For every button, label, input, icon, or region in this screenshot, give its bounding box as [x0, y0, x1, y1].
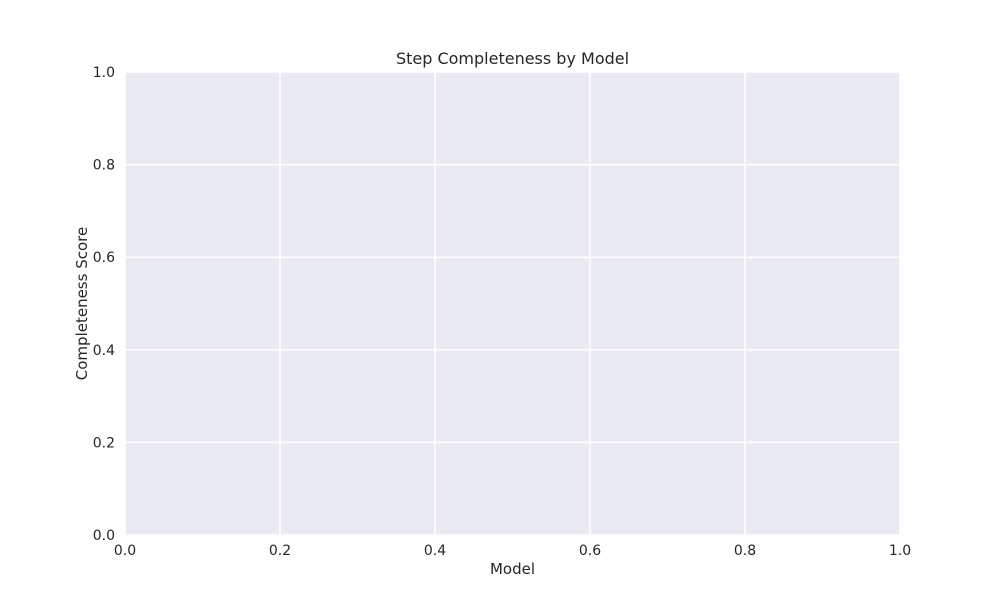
x-axis-label: Model [490, 560, 535, 578]
x-tick-label: 0.8 [734, 543, 756, 559]
x-tick-label: 1.0 [889, 543, 911, 559]
y-tick-label: 1.0 [93, 65, 115, 81]
x-tick-label: 0.2 [269, 543, 291, 559]
plot-area [125, 72, 900, 535]
y-tick-label: 0.2 [93, 435, 115, 451]
x-tick-label: 0.0 [114, 543, 136, 559]
y-tick-label: 0.0 [93, 528, 115, 544]
x-tick-label: 0.6 [579, 543, 601, 559]
vertical-gridlines [124, 72, 901, 535]
x-tick-label: 0.4 [424, 543, 446, 559]
y-tick-labels: 0.0 0.2 0.4 0.6 0.8 1.0 [93, 65, 115, 544]
chart-title: Step Completeness by Model [396, 49, 629, 68]
y-tick-label: 0.8 [93, 158, 115, 174]
x-tick-labels: 0.0 0.2 0.4 0.6 0.8 1.0 [114, 543, 911, 559]
y-axis-label: Completeness Score [73, 227, 91, 380]
y-tick-label: 0.4 [93, 343, 115, 359]
y-tick-label: 0.6 [93, 250, 115, 266]
horizontal-gridlines [125, 71, 900, 536]
